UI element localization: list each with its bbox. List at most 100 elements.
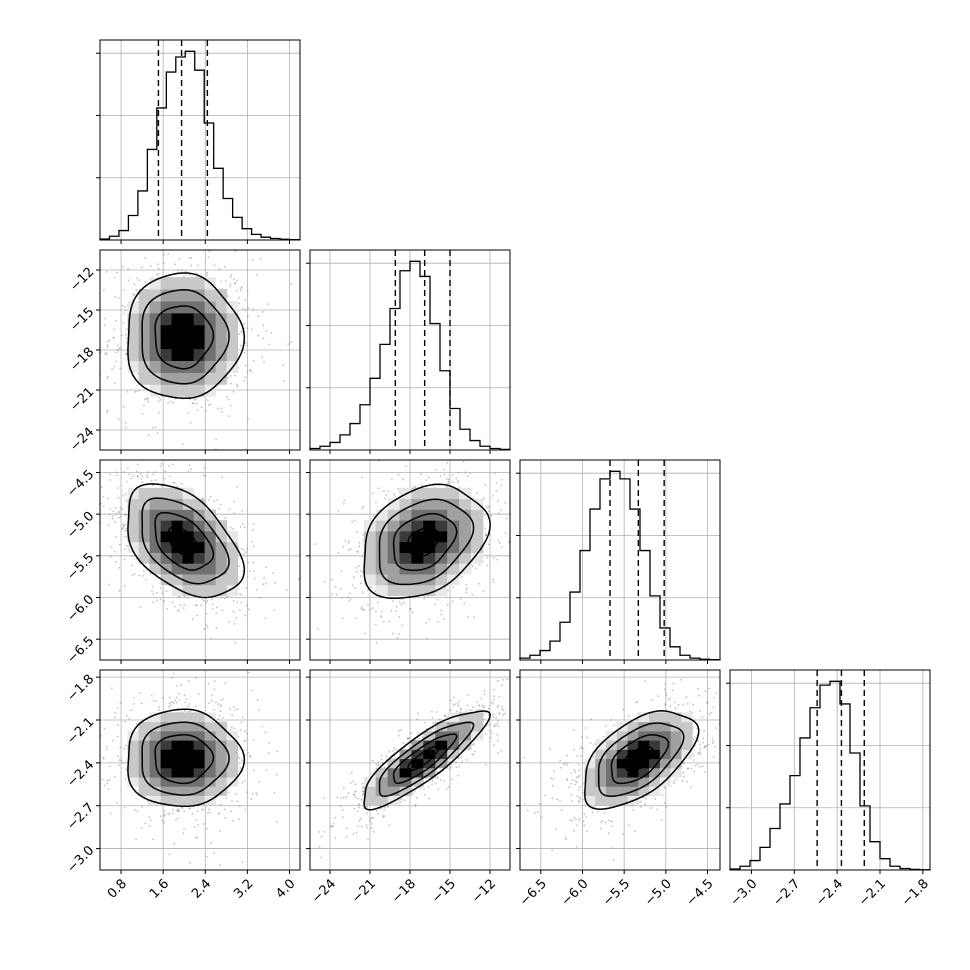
density-cell [182, 712, 195, 723]
density-cell [375, 520, 389, 532]
sample-point [85, 792, 87, 794]
sample-point [200, 406, 203, 409]
sample-point [137, 475, 140, 477]
sample-point [106, 409, 109, 412]
sample-point [388, 824, 391, 827]
sample-point [124, 523, 126, 526]
sample-point [229, 404, 232, 407]
density-cell [182, 767, 195, 778]
sample-point [194, 705, 197, 708]
sample-point [342, 545, 345, 548]
sample-point [257, 315, 260, 318]
sample-point [191, 402, 194, 405]
density-cell [171, 721, 184, 732]
density-cell [204, 360, 217, 373]
sample-point [221, 609, 224, 612]
sample-point [423, 597, 426, 600]
density-cell [160, 277, 173, 290]
sample-point [494, 472, 496, 475]
density-cell [215, 324, 228, 338]
sample-point [209, 403, 212, 406]
sample-point [394, 610, 397, 613]
sample-point [203, 466, 206, 469]
sample-point [163, 262, 165, 265]
sample-point [123, 312, 126, 315]
density-cell [363, 530, 377, 543]
sample-point [207, 499, 210, 501]
sample-point [111, 515, 114, 518]
density-cell [138, 348, 151, 361]
sample-point [247, 671, 250, 674]
density-cell [215, 584, 228, 596]
sample-point [371, 759, 374, 762]
density-cell [182, 289, 195, 302]
sample-point [112, 510, 115, 513]
sample-point [471, 593, 474, 596]
sample-point [154, 426, 157, 429]
sample-point [348, 600, 351, 602]
sample-point [123, 305, 126, 308]
sample-point [188, 807, 191, 810]
sample-point [124, 333, 127, 336]
sample-point [211, 603, 214, 606]
sample-point [460, 708, 463, 711]
sample-point [363, 608, 365, 611]
density-cell [138, 336, 151, 350]
density-cell [423, 530, 436, 543]
sample-point [118, 764, 120, 767]
sample-point [139, 456, 141, 458]
sample-point [339, 805, 342, 807]
x-tick-label: −2.4 [813, 876, 846, 909]
sample-point [231, 800, 233, 803]
contour-line [154, 305, 215, 370]
sample-point [176, 810, 179, 813]
sample-point [471, 753, 474, 756]
density-cell [204, 786, 217, 796]
sample-point [231, 714, 234, 717]
sample-point [400, 798, 403, 801]
sample-point [115, 560, 117, 563]
sample-point [220, 596, 223, 599]
sample-point [496, 500, 499, 502]
density-cell [138, 767, 151, 778]
sample-point [451, 473, 454, 476]
sample-point [374, 623, 377, 626]
y-tick-label: −6.0 [64, 592, 97, 625]
sample-point [172, 808, 174, 811]
density-cell [204, 530, 217, 543]
density-cell [182, 530, 195, 543]
sample-point [206, 855, 209, 858]
sample-point [235, 601, 238, 603]
sample-point [118, 347, 121, 350]
contour-line [167, 746, 199, 772]
density-cell [204, 552, 217, 564]
sample-point [186, 597, 189, 599]
density-cell [149, 384, 162, 397]
sample-point [85, 503, 87, 505]
sample-point [218, 864, 221, 867]
sample-point [361, 782, 364, 785]
sample-point [355, 832, 358, 834]
histogram-panel-p1 [306, 249, 511, 454]
density-cell [160, 777, 173, 787]
density-cell [138, 740, 151, 750]
sample-point [205, 601, 208, 604]
density-cell [204, 300, 217, 314]
density-cell [127, 541, 140, 553]
density-cell [149, 740, 162, 750]
sample-point [195, 667, 197, 669]
density-cell [160, 563, 173, 575]
sample-point [352, 832, 355, 835]
density-cell [149, 277, 162, 290]
sample-point [369, 817, 372, 820]
sample-point [332, 824, 334, 827]
sample-point [252, 545, 255, 548]
density-cell [127, 324, 140, 338]
sample-point [173, 672, 175, 675]
density-cell [149, 552, 162, 564]
density-cell [193, 721, 206, 732]
sample-point [332, 822, 335, 825]
sample-point [207, 682, 210, 685]
sample-point [189, 710, 192, 713]
density-cell [423, 498, 436, 510]
